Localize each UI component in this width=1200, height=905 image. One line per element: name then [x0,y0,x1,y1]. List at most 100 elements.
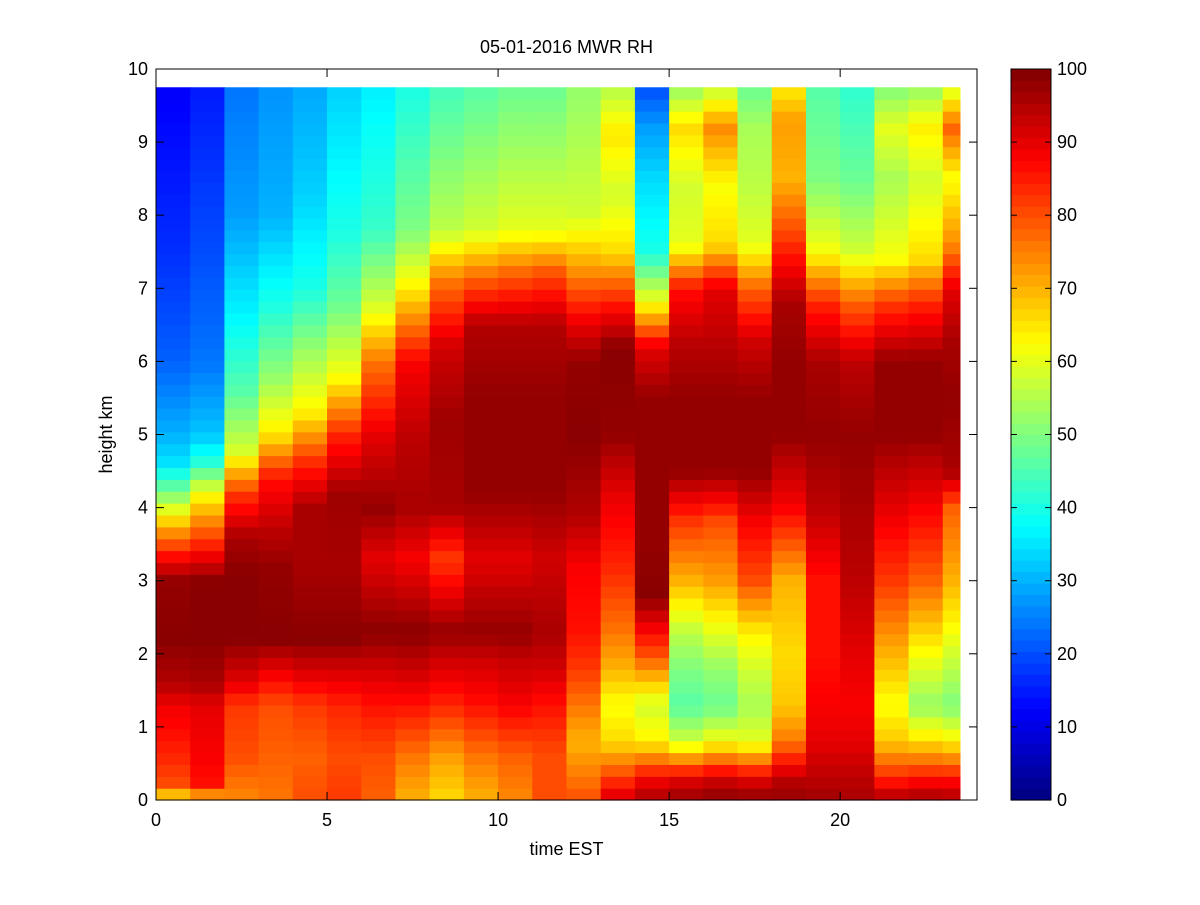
heatmap-cell [703,277,739,290]
heatmap-cell [156,408,191,421]
heatmap-cell [292,550,328,564]
heatmap-cell [840,455,875,468]
heatmap-cell [669,289,704,302]
heatmap-cell [874,336,910,350]
heatmap-cell [771,206,807,219]
heatmap-cell [771,598,807,611]
heatmap-cell [634,122,670,136]
heatmap-cell [600,396,636,409]
heatmap-cell [600,574,636,587]
heatmap-cell [634,336,670,350]
heatmap-cell [908,312,944,326]
heatmap-cell [840,550,875,564]
heatmap-cell [805,538,841,552]
heatmap-cell [874,491,910,504]
heatmap-cell [600,99,636,112]
heatmap-cell [156,491,191,504]
heatmap-cell [258,396,294,409]
heatmap-cell [600,372,636,385]
heatmap-cell [669,669,704,682]
heatmap-cell [703,419,739,433]
heatmap-cell [908,621,944,635]
heatmap-cell [566,467,602,480]
heatmap-cell [908,633,944,647]
heatmap-cell [463,301,499,314]
heatmap-cell [532,301,568,314]
heatmap-cell [429,312,465,326]
heatmap-cell [566,681,602,694]
heatmap-cell [498,348,533,362]
heatmap-cell [566,111,602,124]
heatmap-cell [874,360,910,373]
heatmap-cell [258,253,294,267]
heatmap-cell [805,241,841,255]
heatmap-cell [258,657,294,670]
heatmap-cell [292,122,328,136]
heatmap-cell [429,336,465,350]
heatmap-cell [908,550,944,564]
y-tick-label: 2 [138,644,148,664]
heatmap-cell [874,348,910,362]
heatmap-cell [634,372,670,385]
heatmap-cell [669,158,704,172]
heatmap-cell [292,586,328,599]
heatmap-cell [361,681,397,694]
heatmap-cell [942,301,961,314]
heatmap-cell [498,408,533,421]
heatmap-cell [361,194,397,207]
heatmap-cell [874,122,910,136]
heatmap-cell [224,134,260,148]
heatmap-cell [942,336,961,350]
heatmap-cell [566,621,602,635]
heatmap-cell [805,764,841,777]
heatmap-cell [703,609,739,623]
heatmap-cell [600,740,636,754]
heatmap-cell [190,277,226,290]
heatmap-cell [429,538,465,552]
heatmap-cell [463,716,499,730]
heatmap-cell [258,467,294,480]
heatmap-cell [463,491,499,504]
heatmap-cell [498,514,533,528]
heatmap-cell [942,229,961,243]
heatmap-cell [532,633,568,647]
heatmap-cell [395,277,431,290]
heatmap-cell [156,633,191,647]
heatmap-cell [634,111,670,124]
heatmap-cell [190,241,226,255]
heatmap-cell [634,728,670,742]
heatmap-cell [429,503,465,516]
y-tick-label: 8 [138,205,148,225]
heatmap-cell [190,455,226,468]
heatmap-cell [737,372,773,385]
heatmap-cell [463,776,499,789]
heatmap-cell [429,764,465,777]
heatmap-cell [190,562,226,575]
heatmap-cell [737,99,773,112]
heatmap-cell [429,728,465,742]
heatmap-cell [224,312,260,326]
heatmap-cell [498,598,533,611]
heatmap-cell [634,526,670,540]
heatmap-cell [292,265,328,278]
heatmap-cell [942,764,961,777]
heatmap-cell [737,419,773,433]
heatmap-cell [395,574,431,587]
heatmap-cell [771,241,807,255]
heatmap-cell [566,526,602,540]
heatmap-cell [361,158,397,172]
colorbar-tick-label: 90 [1057,132,1077,152]
heatmap-cell [327,681,362,694]
heatmap-cell [292,396,328,409]
heatmap-cell [874,669,910,682]
heatmap-cell [942,111,961,124]
heatmap-cell [429,122,465,136]
heatmap-cell [258,122,294,136]
heatmap-cell [703,693,739,706]
heatmap-cell [532,419,568,433]
heatmap-cell [532,289,568,302]
heatmap-cell [395,396,431,409]
heatmap-cell [327,229,362,243]
heatmap-cell [258,479,294,492]
heatmap-cell [600,87,636,100]
